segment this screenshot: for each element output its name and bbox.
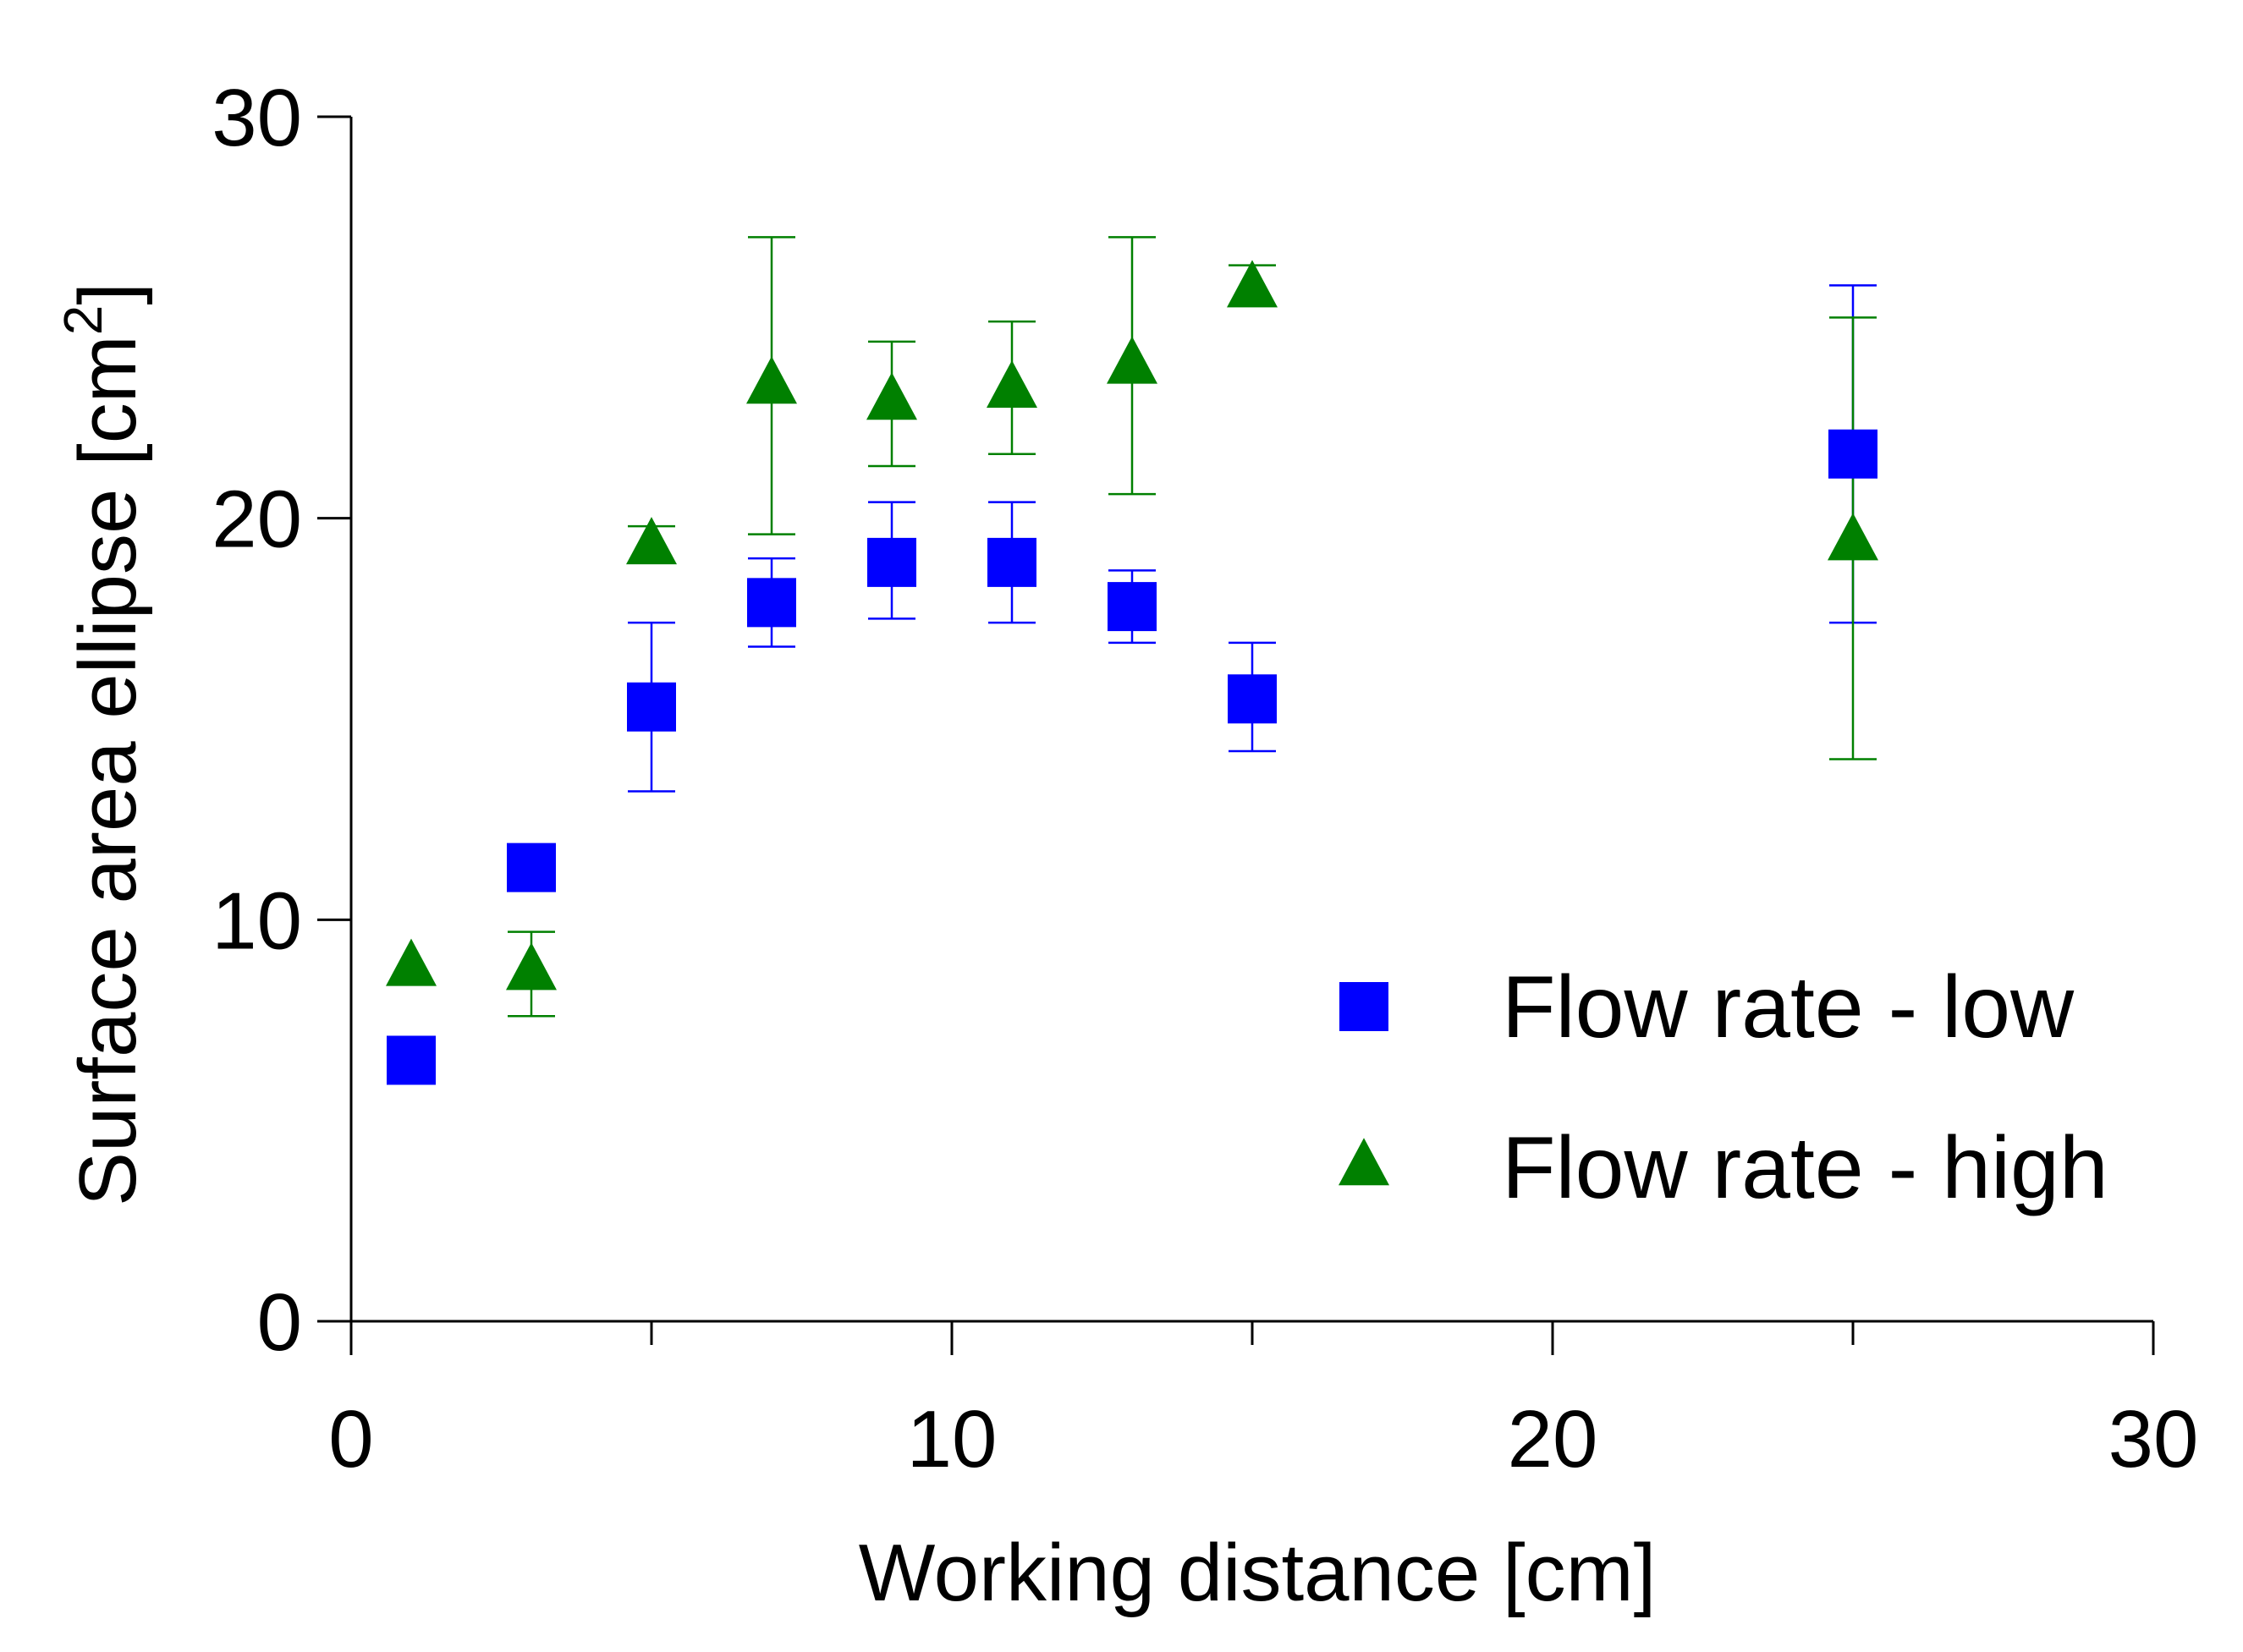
data-point-low [627,682,676,732]
data-point-high [987,360,1037,409]
legend: Flow rate - low Flow rate - high [1339,958,2108,1217]
x-tick-label: 20 [1508,1394,1598,1485]
data-point-low [747,578,796,628]
data-point-low [1828,429,1877,479]
legend-label-high: Flow rate - high [1502,1119,2108,1217]
data-point-high [1107,336,1157,384]
x-tick-label: 30 [2108,1394,2199,1485]
data-point-high [386,938,437,986]
data-points [386,260,1878,1085]
y-tick-label: 30 [212,73,302,163]
data-point-low [1228,674,1277,724]
data-point-low [507,842,556,892]
data-point-high [746,356,797,404]
data-point-high [1828,513,1878,561]
y-axis-label-text: Surface area ellipse [cm [63,335,153,1206]
data-point-high [626,517,677,565]
y-axis-label-superscript: 2 [52,305,113,336]
data-point-high [1227,260,1278,308]
y-axis-label-suffix: ] [63,283,153,305]
y-tick-label: 0 [257,1277,302,1368]
data-point-high [506,942,557,991]
axes: 0 10 20 30 0 10 20 30 [212,73,2198,1485]
x-tick-label: 0 [328,1394,373,1485]
x-axis-label: Working distance [cm] [859,1528,1657,1618]
legend-marker-low [1339,982,1388,1031]
legend-marker-high [1339,1138,1389,1186]
data-point-low [1108,582,1157,632]
data-point-high [866,372,917,420]
legend-label-low: Flow rate - low [1502,958,2075,1057]
data-point-low [867,537,916,587]
x-tick-label: 10 [907,1394,998,1485]
error-bars [508,236,1877,1018]
y-tick-label: 10 [212,875,302,966]
y-tick-label: 20 [212,475,302,565]
data-point-low [387,1035,436,1085]
y-axis-label: Surface area ellipse [cm2] [52,283,153,1206]
data-point-low [987,537,1036,587]
